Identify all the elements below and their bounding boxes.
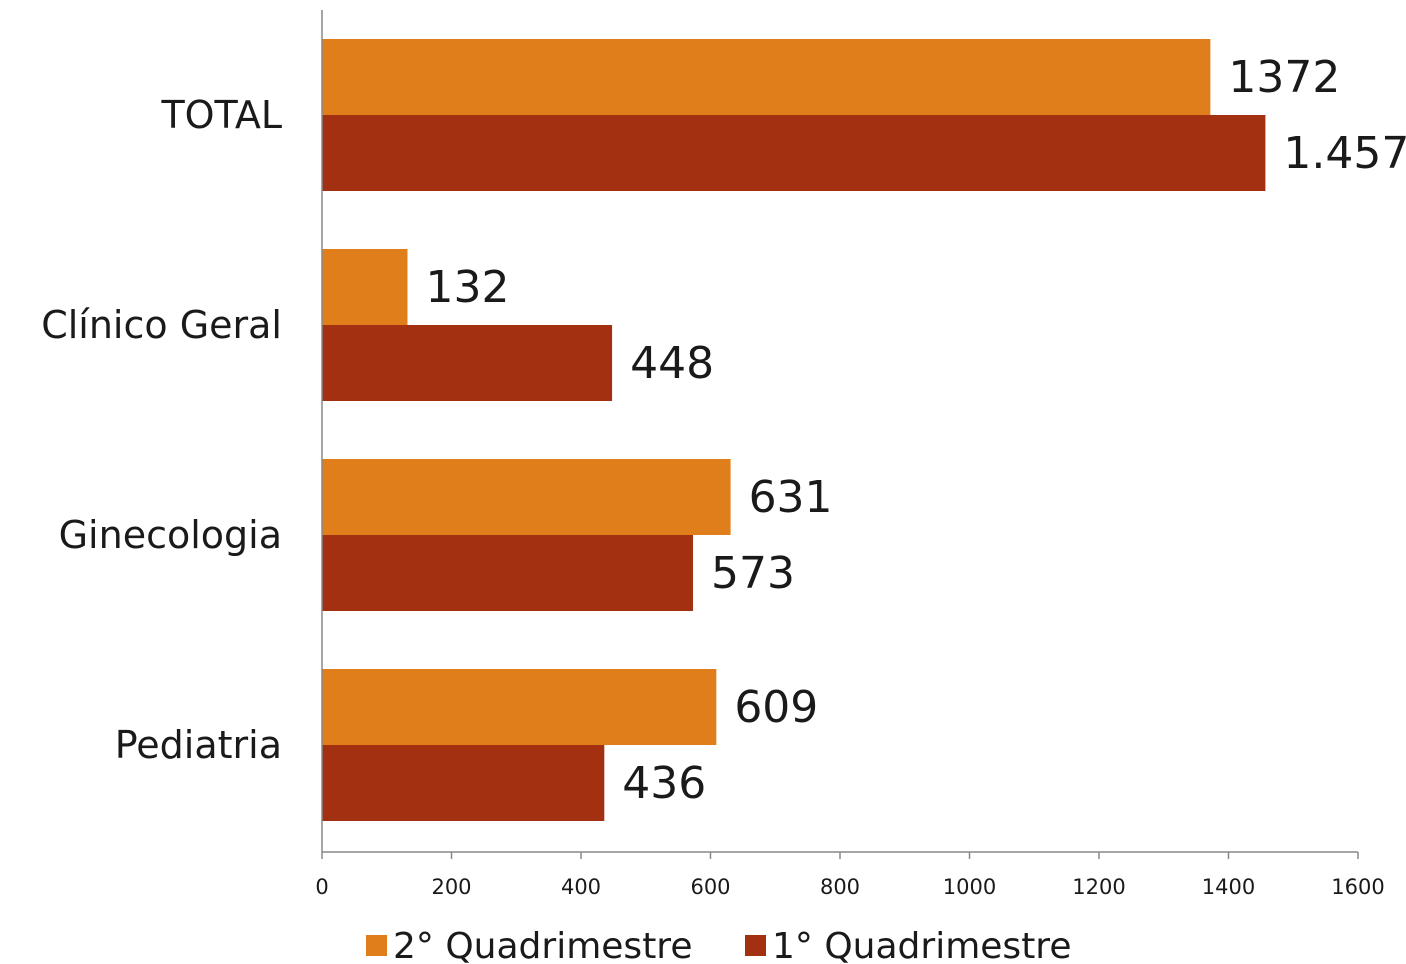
category-label: Ginecologia: [59, 513, 282, 557]
data-label: 436: [622, 758, 706, 809]
bar: [322, 459, 731, 535]
legend-swatch: [745, 935, 766, 956]
data-label: 609: [734, 682, 818, 733]
category-labels-layer: TOTAL Clínico Geral Ginecologia Pediatria: [41, 93, 282, 767]
bar: [322, 535, 694, 611]
x-axis: 0 200 400 600 800 1000 1200 1400 1600: [315, 10, 1385, 899]
data-label: 1.457: [1283, 128, 1406, 179]
category-label: Pediatria: [115, 723, 282, 767]
x-tick-label: 800: [820, 875, 860, 899]
bar: [322, 325, 613, 401]
data-label: 631: [749, 472, 833, 523]
bars-layer: [322, 39, 1266, 821]
x-tick-label: 1600: [1331, 875, 1384, 899]
data-label: 448: [630, 338, 714, 389]
x-tick-label: 200: [431, 875, 471, 899]
category-label: TOTAL: [160, 93, 282, 137]
bar: [322, 39, 1211, 115]
legend: 2° Quadrimestre 1° Quadrimestre: [366, 926, 1071, 964]
x-tick-label: 1000: [943, 875, 996, 899]
x-tick-label: 600: [690, 875, 730, 899]
category-label: Clínico Geral: [41, 303, 282, 347]
x-tick-label: 1200: [1072, 875, 1125, 899]
legend-label: 2° Quadrimestre: [393, 926, 692, 964]
x-tick-label: 1400: [1202, 875, 1255, 899]
bar: [322, 115, 1266, 191]
data-label: 1372: [1228, 52, 1340, 103]
bar: [322, 745, 605, 821]
data-labels-layer: 1372 1.457 132 448 631 573 609 436: [425, 52, 1406, 809]
bar: [322, 249, 408, 325]
legend-swatch: [366, 935, 387, 956]
legend-label: 1° Quadrimestre: [772, 926, 1071, 964]
x-tick-label: 400: [561, 875, 601, 899]
data-label: 132: [425, 262, 509, 313]
bar: [322, 669, 717, 745]
data-label: 573: [711, 548, 795, 599]
x-tick-label: 0: [315, 875, 328, 899]
